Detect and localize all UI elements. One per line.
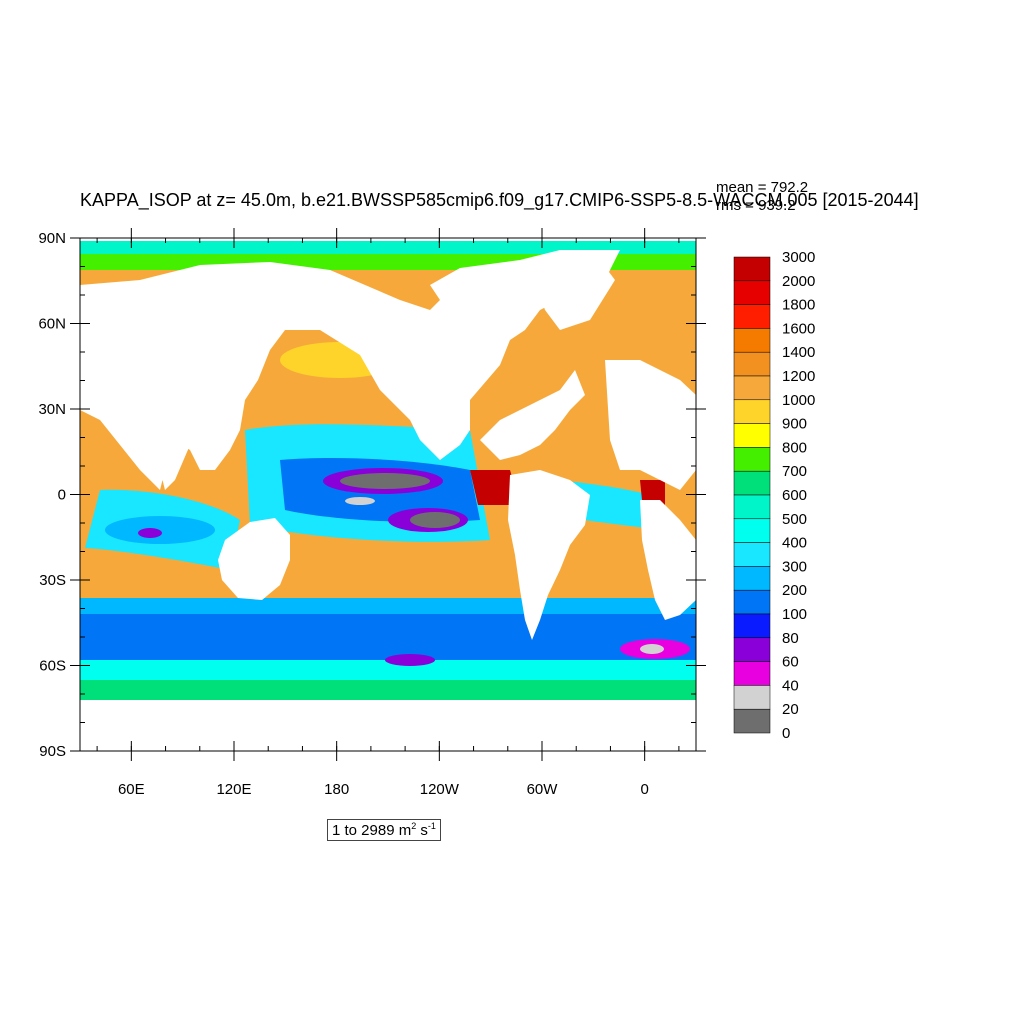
lon-label: 120W <box>420 781 460 798</box>
lat-label: 60S <box>39 658 66 675</box>
colorbar-label: 400 <box>782 535 807 552</box>
units-mid: s <box>416 822 428 839</box>
land-australia <box>218 518 290 600</box>
colorbar-swatch <box>733 661 771 686</box>
colorbar-label: 1000 <box>782 392 815 409</box>
colorbar-swatch <box>733 518 771 543</box>
southern-ocean-band <box>80 614 696 662</box>
land-greenland <box>530 260 615 330</box>
antarctic-ice <box>80 700 696 751</box>
indian-ocean-core <box>105 516 215 544</box>
colorbar-swatch <box>733 399 771 424</box>
lon-label: 60E <box>118 781 145 798</box>
colorbar-swatch <box>733 470 771 496</box>
colorbar-swatch <box>733 494 771 520</box>
colorbar-label: 500 <box>782 511 807 528</box>
colorbar-label: 40 <box>782 677 799 694</box>
lon-label: 180 <box>324 781 349 798</box>
colorbar-swatch <box>733 708 771 734</box>
lon-label: 60W <box>527 781 559 798</box>
colorbar-label: 1600 <box>782 320 815 337</box>
lat-label: 60N <box>38 316 66 333</box>
units-exponent-2: -1 <box>427 821 436 831</box>
colorbar-swatch <box>733 685 771 710</box>
units-prefix: 1 to 2989 m <box>332 822 412 839</box>
atlantic-core <box>640 644 664 654</box>
colorbar-label: 600 <box>782 487 807 504</box>
units-exponent-1: 2 <box>411 821 417 831</box>
longitude-labels: 60E 120E 180 120W 60W 0 <box>118 781 649 798</box>
equatorial-core <box>345 497 375 505</box>
colorbar-swatch <box>733 423 771 448</box>
colorbar-label: 700 <box>782 463 807 480</box>
colorbar-label: 80 <box>782 630 799 647</box>
lat-label: 90S <box>39 743 66 760</box>
colorbar-swatch <box>733 351 771 377</box>
colorbar-label: 20 <box>782 701 799 718</box>
land-south-america <box>508 470 590 640</box>
colorbar-label: 1800 <box>782 297 815 314</box>
land-north-america <box>480 370 585 460</box>
lon-label: 120E <box>216 781 251 798</box>
lat-label: 30N <box>38 401 66 418</box>
land-eurasia <box>80 250 620 490</box>
lon-label: 0 <box>640 781 648 798</box>
axis-ticks <box>70 228 706 761</box>
equatorial-core <box>410 512 460 528</box>
rms-stat: rms = 939.2 <box>716 197 796 214</box>
colorbar-swatch <box>733 613 771 639</box>
colorbar-label: 2000 <box>782 273 815 290</box>
eastern-boundary <box>470 470 520 505</box>
colorbar-swatch <box>733 589 771 615</box>
colorbar-label: 800 <box>782 439 807 456</box>
colorbar-label: 1400 <box>782 344 815 361</box>
units-label: 1 to 2989 m2 s-1 <box>327 819 441 841</box>
equatorial-core <box>340 473 430 489</box>
colorbar-label: 0 <box>782 725 790 742</box>
colorbar: 3000200018001600140012001000900800700600… <box>733 249 815 742</box>
colorbar-swatch <box>733 280 771 305</box>
colorbar-label: 100 <box>782 606 807 623</box>
southern-ocean-band <box>80 598 696 614</box>
colorbar-swatch <box>733 447 771 472</box>
pacific-so-core <box>385 654 435 666</box>
lat-label: 0 <box>58 487 66 504</box>
map-field <box>80 238 696 751</box>
lat-label: 90N <box>38 230 66 247</box>
colorbar-label: 1200 <box>782 368 815 385</box>
land-india <box>150 415 190 490</box>
colorbar-swatch <box>733 637 771 662</box>
colorbar-label: 300 <box>782 558 807 575</box>
colorbar-swatch <box>733 542 771 567</box>
colorbar-swatch <box>733 328 771 353</box>
indian-ocean-core <box>138 528 162 538</box>
colorbar-label: 3000 <box>782 249 815 266</box>
colorbar-label: 200 <box>782 582 807 599</box>
colorbar-label: 60 <box>782 654 799 671</box>
page-title: KAPPA_ISOP at z= 45.0m, b.e21.BWSSP585cm… <box>80 190 919 210</box>
colorbar-swatch <box>733 256 771 282</box>
colorbar-label: 900 <box>782 416 807 433</box>
southern-ocean-band <box>80 660 696 680</box>
latitude-labels: 90N 60N 30N 0 30S 60S 90S <box>38 230 66 760</box>
mean-stat: mean = 792.2 <box>716 179 809 196</box>
land-europe-africa <box>605 360 696 620</box>
colorbar-swatch <box>733 304 771 329</box>
north-frame-white <box>80 238 696 241</box>
antarctic-coast-band <box>80 680 696 700</box>
colorbar-swatch <box>733 375 771 401</box>
lat-label: 30S <box>39 572 66 589</box>
colorbar-swatch <box>733 566 771 591</box>
